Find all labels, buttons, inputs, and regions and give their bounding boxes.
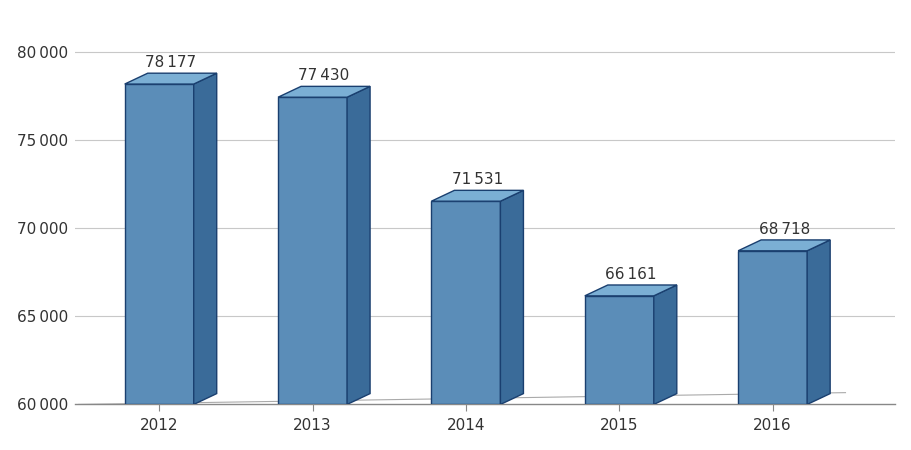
Polygon shape [278, 97, 347, 405]
Polygon shape [806, 240, 829, 405]
Polygon shape [431, 201, 500, 405]
Text: 77 430: 77 430 [298, 68, 349, 83]
Text: 71 531: 71 531 [451, 172, 503, 187]
Polygon shape [584, 285, 676, 296]
Polygon shape [500, 190, 523, 405]
Text: 78 177: 78 177 [145, 55, 196, 70]
Polygon shape [347, 86, 370, 405]
Polygon shape [584, 296, 653, 405]
Polygon shape [737, 240, 829, 251]
Polygon shape [278, 86, 370, 97]
Text: 68 718: 68 718 [758, 222, 809, 237]
Polygon shape [737, 251, 806, 405]
Polygon shape [125, 73, 217, 84]
Polygon shape [653, 285, 676, 405]
Polygon shape [193, 73, 217, 405]
Text: 66 161: 66 161 [604, 267, 656, 282]
Polygon shape [125, 84, 193, 405]
Polygon shape [431, 190, 523, 201]
